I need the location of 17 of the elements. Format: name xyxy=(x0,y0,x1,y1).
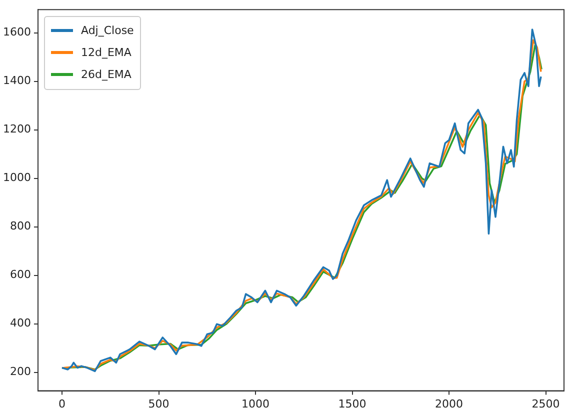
x-tick-label: 2000 xyxy=(435,397,464,410)
legend-label: 12d_EMA xyxy=(80,46,132,60)
y-tick-label: 1400 xyxy=(2,74,31,88)
y-tick-label: 1200 xyxy=(2,122,31,136)
x-tick-label: 500 xyxy=(148,397,170,410)
legend-label: Adj_Close xyxy=(80,24,134,38)
x-tick-label: 0 xyxy=(58,397,66,410)
y-tick-label: 400 xyxy=(10,316,31,330)
x-tick-label: 2500 xyxy=(532,397,560,410)
legend-label: 26d_EMA xyxy=(80,68,132,82)
y-tick-label: 1000 xyxy=(2,171,31,184)
y-tick-label: 800 xyxy=(10,220,31,233)
x-tick-label: 1500 xyxy=(338,397,366,410)
y-tick-label: 1600 xyxy=(2,26,31,39)
y-tick-label: 200 xyxy=(10,365,31,378)
y-tick-label: 600 xyxy=(10,268,31,282)
x-tick-label: 1000 xyxy=(242,397,270,410)
